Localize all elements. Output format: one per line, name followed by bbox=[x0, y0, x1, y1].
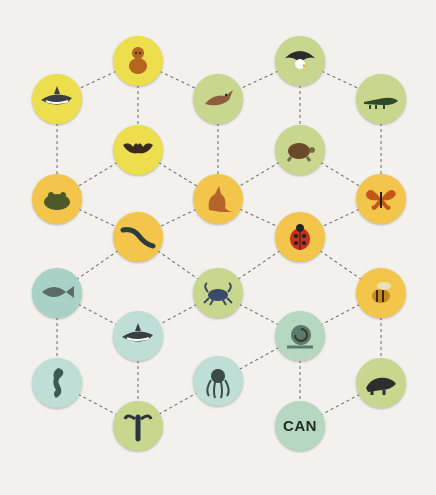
monkey-icon bbox=[129, 47, 147, 74]
node-seahorse bbox=[32, 358, 82, 408]
bat-icon bbox=[123, 143, 153, 154]
node-fish bbox=[32, 268, 82, 318]
node-bat bbox=[113, 125, 163, 175]
kangaroo-icon bbox=[208, 186, 233, 212]
node-ladybug bbox=[275, 212, 325, 262]
node-salamander bbox=[113, 212, 163, 262]
node-kangaroo bbox=[193, 174, 243, 224]
shark-icon bbox=[122, 323, 153, 342]
edge-ladybug-bee bbox=[299, 236, 382, 294]
anteater-icon bbox=[366, 377, 396, 395]
butterfly-icon bbox=[366, 190, 396, 210]
edge-ladybug-crab bbox=[217, 236, 301, 294]
edge-salamander-crab bbox=[137, 236, 219, 294]
node-lobster bbox=[113, 401, 163, 451]
bee-icon bbox=[372, 282, 391, 303]
node-eagle bbox=[275, 36, 325, 86]
turtle-icon bbox=[286, 143, 315, 162]
node-crocodile bbox=[356, 74, 406, 124]
ladybug-icon bbox=[290, 224, 310, 250]
node-turtle bbox=[275, 125, 325, 175]
edge-salamander-fish bbox=[56, 236, 139, 294]
node-bird bbox=[193, 74, 243, 124]
salamander-icon bbox=[120, 227, 156, 249]
frog-icon bbox=[44, 192, 70, 210]
node-butterfly bbox=[356, 174, 406, 224]
snail-icon bbox=[287, 325, 313, 349]
fish-icon bbox=[42, 286, 74, 298]
node-octopus bbox=[193, 356, 243, 406]
seahorse-icon bbox=[53, 368, 64, 398]
eagle-icon bbox=[285, 51, 315, 69]
bird-icon bbox=[205, 90, 233, 106]
node-can: CAN bbox=[275, 401, 325, 451]
octopus-icon bbox=[206, 369, 230, 399]
crocodile-icon bbox=[364, 97, 398, 109]
node-crab bbox=[193, 268, 243, 318]
node-shark bbox=[113, 311, 163, 361]
node-shark-top bbox=[32, 74, 82, 124]
node-monkey bbox=[113, 36, 163, 86]
shark-icon bbox=[41, 86, 72, 105]
lobster-icon bbox=[123, 414, 153, 442]
node-frog bbox=[32, 174, 82, 224]
crab-icon bbox=[203, 282, 233, 306]
node-anteater bbox=[356, 358, 406, 408]
node-snail bbox=[275, 311, 325, 361]
can-label: CAN bbox=[283, 417, 317, 435]
node-bee bbox=[356, 268, 406, 318]
